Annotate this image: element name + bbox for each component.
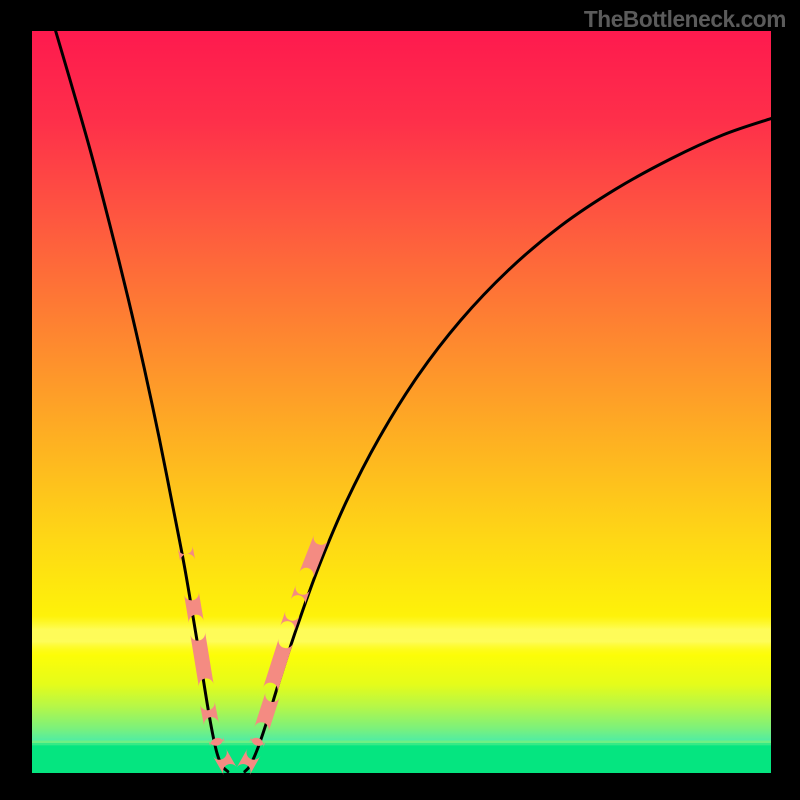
pale-band <box>32 616 771 656</box>
chart-svg <box>0 0 800 800</box>
green-band <box>32 748 771 773</box>
chart-stage: TheBottleneck.com <box>0 0 800 800</box>
watermark-label: TheBottleneck.com <box>584 6 786 33</box>
